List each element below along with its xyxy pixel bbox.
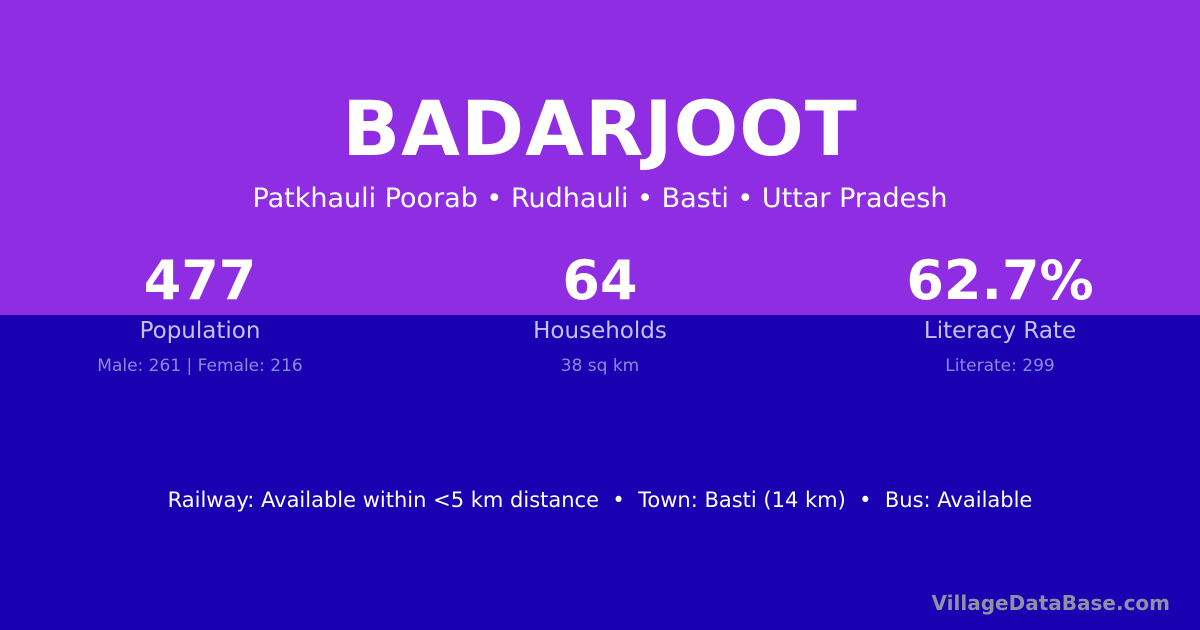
- stat-label: Population: [139, 318, 261, 344]
- stat-value: 64: [562, 249, 638, 312]
- stat-detail: Literate: 299: [945, 356, 1055, 376]
- location-breadcrumb: Patkhauli Poorab • Rudhauli • Basti • Ut…: [252, 183, 948, 214]
- stat-detail: Male: 261 | Female: 216: [97, 356, 303, 376]
- header-background: [0, 0, 1200, 315]
- stat-population: 477 Population Male: 261 | Female: 216: [0, 250, 400, 379]
- stat-value: 62.7%: [906, 249, 1094, 312]
- village-title: BADARJOOT: [342, 84, 858, 173]
- stat-label: Literacy Rate: [923, 318, 1077, 344]
- connectivity-facts: Railway: Available within <5 km distance…: [167, 488, 1033, 512]
- body-background: [0, 315, 1200, 630]
- stat-value: 477: [143, 249, 257, 312]
- stat-literacy: 62.7% Literacy Rate Literate: 299: [800, 250, 1200, 379]
- stat-households: 64 Households 38 sq km: [400, 250, 800, 379]
- brand-watermark: VillageDataBase.com: [931, 591, 1170, 615]
- stat-detail: 38 sq km: [560, 356, 640, 376]
- stat-label: Households: [533, 318, 667, 344]
